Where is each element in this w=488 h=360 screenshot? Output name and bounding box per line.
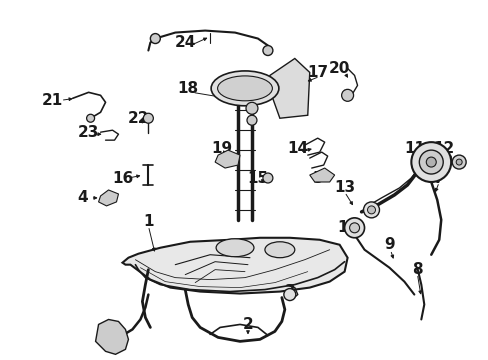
Ellipse shape [211,71,278,106]
Polygon shape [99,190,118,206]
Circle shape [143,113,153,123]
Text: 6: 6 [107,337,118,352]
Circle shape [410,142,450,182]
Circle shape [349,223,359,233]
Text: 18: 18 [177,81,199,96]
Ellipse shape [264,242,294,258]
Text: 2: 2 [242,317,253,332]
Text: 14: 14 [286,141,308,156]
Text: 23: 23 [78,125,99,140]
Circle shape [363,202,379,218]
Text: 8: 8 [411,262,422,277]
Circle shape [344,218,364,238]
Circle shape [263,173,272,183]
Text: 7: 7 [433,171,444,185]
Circle shape [341,89,353,101]
Text: 1: 1 [143,214,153,229]
Text: 11: 11 [403,141,424,156]
Circle shape [263,45,272,55]
Circle shape [367,206,375,214]
Ellipse shape [216,239,253,257]
Text: 16: 16 [112,171,133,185]
Text: 10: 10 [336,220,357,235]
Polygon shape [95,319,128,354]
Text: 9: 9 [384,237,394,252]
Circle shape [246,115,256,125]
Text: 22: 22 [127,111,149,126]
Ellipse shape [217,76,272,101]
Circle shape [245,102,258,114]
Circle shape [455,159,461,165]
Polygon shape [122,238,347,293]
Text: 4: 4 [77,190,88,206]
Circle shape [419,150,442,174]
Polygon shape [269,58,309,118]
Circle shape [150,33,160,44]
Circle shape [86,114,94,122]
Polygon shape [215,150,240,168]
Text: 21: 21 [42,93,63,108]
Circle shape [283,289,295,301]
Polygon shape [309,168,334,182]
Circle shape [426,157,435,167]
Text: 17: 17 [306,65,327,80]
Circle shape [451,155,465,169]
Text: 5: 5 [312,171,323,185]
Text: 13: 13 [333,180,354,195]
Text: 19: 19 [211,141,232,156]
Text: 24: 24 [174,35,196,50]
Text: 3: 3 [284,284,295,299]
Text: 15: 15 [247,171,268,185]
Text: 12: 12 [433,141,454,156]
Text: 20: 20 [328,61,349,76]
